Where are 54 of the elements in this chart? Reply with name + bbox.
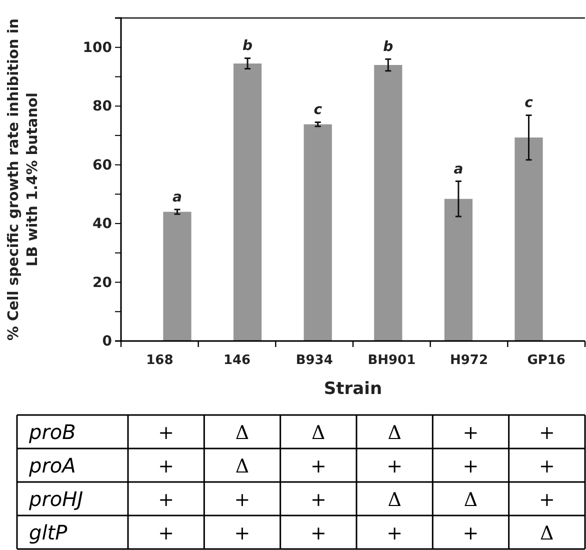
x-tick-label: BH901 — [368, 353, 416, 368]
x-tick-label: 168 — [146, 353, 174, 368]
annotation: c — [314, 102, 323, 118]
text: + — [234, 522, 250, 544]
text: + — [538, 455, 555, 478]
text: + — [462, 455, 479, 478]
y-tick-label: 40 — [92, 216, 112, 232]
x-tick-label: 146 — [223, 353, 251, 368]
text: + — [310, 455, 326, 478]
text: + — [386, 455, 403, 478]
text: Δ — [540, 522, 554, 544]
text: + — [158, 455, 174, 478]
category-label: proB — [29, 420, 76, 444]
text: Δ — [388, 422, 402, 444]
annotation: b — [242, 38, 253, 54]
category-label: proHJ — [29, 486, 84, 511]
text: Δ — [312, 422, 326, 444]
annotation: a — [454, 161, 464, 178]
y-tick-label: 80 — [92, 98, 112, 115]
text: + — [386, 522, 403, 544]
bar — [233, 64, 262, 341]
category-label: gltP — [29, 520, 68, 544]
text: + — [538, 422, 555, 444]
y-tick-label: 60 — [92, 157, 112, 174]
text: + — [462, 522, 479, 544]
annotation: a — [172, 189, 182, 206]
y-tick-label: 20 — [92, 274, 112, 291]
text: Δ — [235, 455, 250, 478]
bar — [444, 198, 473, 341]
category-label: proA — [29, 453, 76, 478]
x-tick-label: H972 — [450, 353, 488, 368]
text: + — [234, 488, 250, 511]
bar — [374, 64, 402, 341]
y-axis-title: % Cell specific growth rate inhibition in LB with 1.4% butanol — [6, 18, 41, 341]
bar — [304, 124, 332, 341]
text: + — [158, 522, 174, 544]
text: + — [310, 522, 326, 544]
x-axis-title: Strain — [324, 379, 382, 399]
bar — [514, 138, 543, 341]
text: Δ — [388, 488, 402, 511]
text: + — [310, 488, 326, 511]
y-tick-label: 100 — [82, 40, 112, 56]
bar — [163, 212, 192, 341]
text: + — [158, 422, 174, 444]
annotation: c — [524, 95, 534, 112]
annotation: b — [383, 39, 394, 56]
text: + — [538, 488, 555, 511]
y-tick-label: 0 — [102, 333, 112, 350]
text: + — [462, 422, 479, 444]
text: Δ — [235, 422, 250, 444]
text: + — [158, 488, 174, 511]
text: Δ — [464, 488, 478, 511]
x-tick-label: GP16 — [527, 353, 566, 368]
x-tick-label: B934 — [296, 353, 333, 368]
